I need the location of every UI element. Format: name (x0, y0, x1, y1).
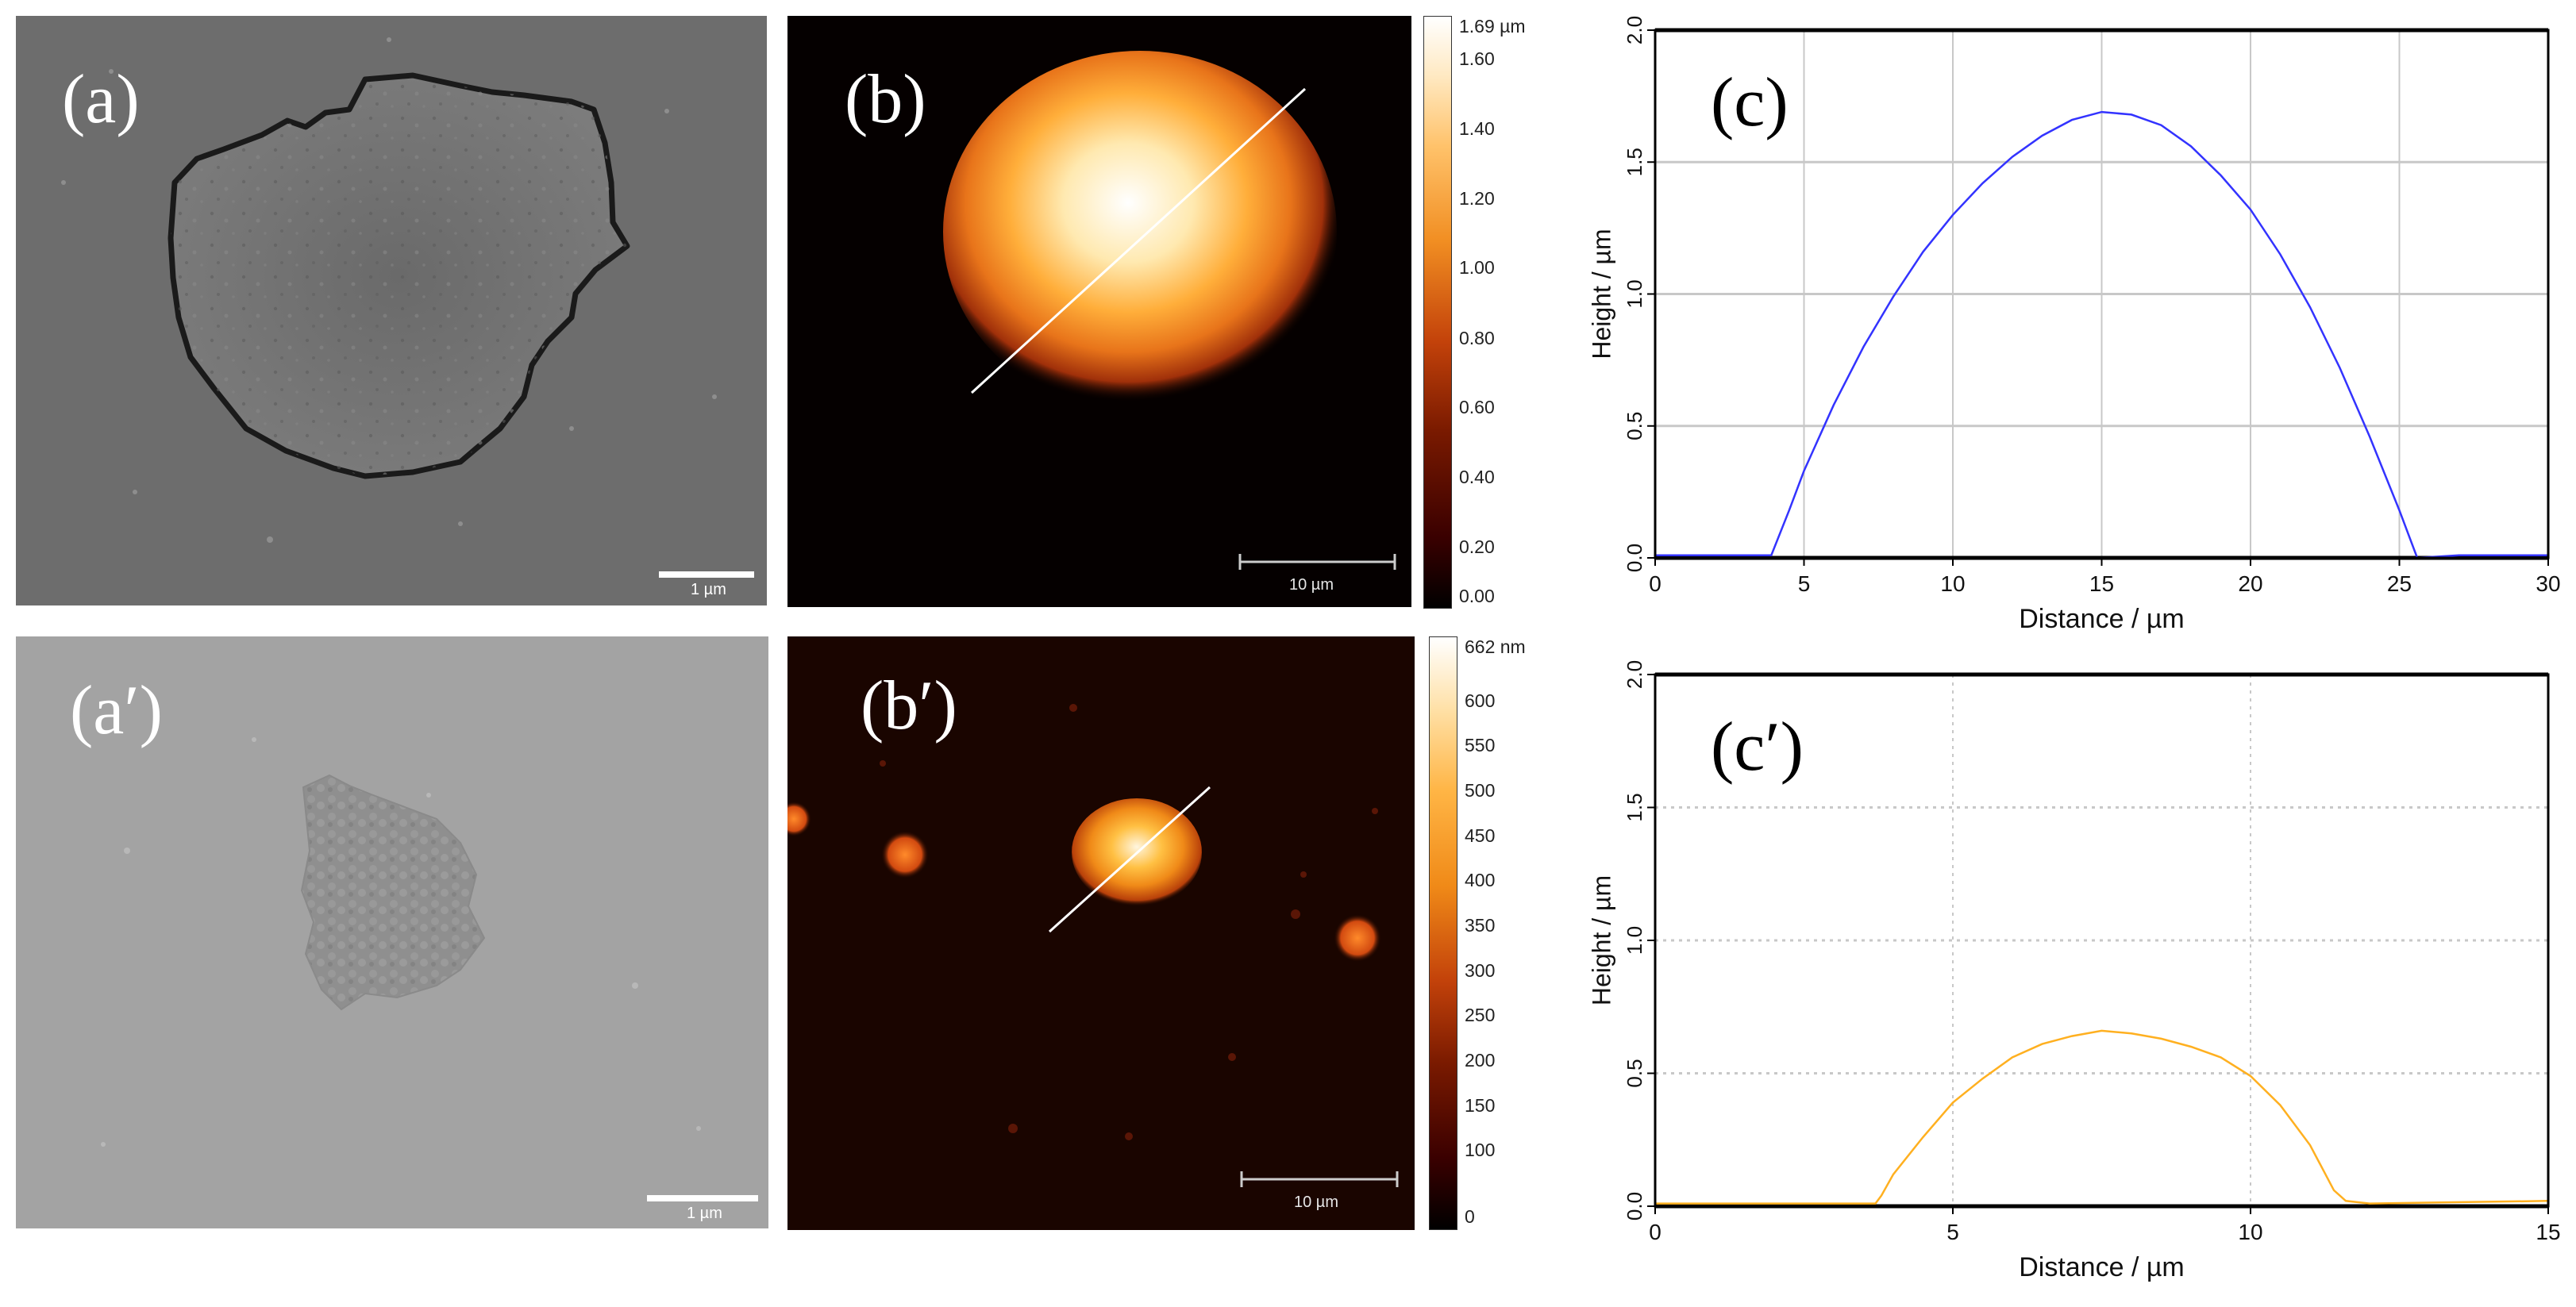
colorbar-b-prime-label: 250 (1465, 1005, 1496, 1025)
colorbar-b (1423, 16, 1452, 609)
x-tick-label: 20 (2238, 571, 2262, 596)
y-tick-label: 2.0 (1623, 660, 1646, 689)
chart-c-x-axis-label: Distance / µm (2019, 604, 2185, 634)
y-tick-label: 0.0 (1623, 544, 1646, 572)
chart-c-prime-frame (1654, 673, 2550, 1208)
colorbar-b-label: 0.00 (1459, 586, 1495, 606)
x-tick-label: 30 (2536, 571, 2560, 596)
scalebar-label-b-prime: 10 µm (1294, 1194, 1338, 1211)
y-tick-label: 1.0 (1623, 279, 1646, 308)
afm-image-b-prime: (b′) 10 µm (787, 636, 1415, 1230)
chart-c-prime-y-axis-label: Height / µm (1587, 875, 1615, 1005)
chart-c-grid (1654, 29, 2549, 559)
colorbar-b-label: 1.00 (1459, 257, 1495, 278)
colorbar-b-prime-label: 450 (1465, 825, 1496, 846)
y-tick-label: 1.5 (1623, 793, 1646, 821)
colorbar-b-prime-label: 600 (1465, 690, 1496, 711)
x-tick-label: 25 (2387, 571, 2412, 596)
colorbar-b-label: 1.20 (1459, 188, 1495, 209)
colorbar-b-label: 0.20 (1459, 536, 1495, 557)
colorbar-b-prime-label: 150 (1465, 1095, 1496, 1116)
x-tick-label: 5 (1798, 571, 1811, 596)
sem-flake-graphic (61, 37, 754, 578)
y-tick-label: 0.5 (1623, 1059, 1646, 1087)
panel-label-b-prime: (b′) (861, 667, 957, 744)
afm-image-b: (b) 10 µm (787, 16, 1411, 607)
scalebar-label-b: 10 µm (1289, 576, 1334, 594)
afm-droplet-graphic (943, 51, 1396, 570)
scalebar-label-a: 1 µm (691, 581, 726, 598)
colorbar-b-label: 0.60 (1459, 397, 1495, 417)
y-tick-label: 0.0 (1623, 1192, 1646, 1221)
x-tick-label: 15 (2089, 571, 2114, 596)
sem-residue-graphic (101, 737, 758, 1201)
x-tick-label: 10 (1940, 571, 1965, 596)
colorbar-b-prime-label: 350 (1465, 915, 1496, 936)
panel-label-b: (b) (845, 61, 926, 138)
panel-label-a: (a) (62, 61, 140, 138)
colorbar-b-prime-label: 500 (1465, 780, 1496, 801)
x-tick-label: 0 (1649, 571, 1662, 596)
colorbar-b-prime-label: 400 (1465, 870, 1496, 890)
colorbar-b-prime-label: 550 (1465, 735, 1496, 755)
afm-droplets-graphic (787, 704, 1399, 1187)
height-profile-chart-c-prime: 0 5 10 15 0.0 0.5 1.0 1.5 2.0 Distance / µm Heig… (1587, 660, 2560, 1282)
x-tick-label: 10 (2238, 1220, 2262, 1244)
sem-image-a: (a) 1 µm (16, 16, 767, 605)
chart-c-y-axis-label: Height / µm (1587, 229, 1615, 359)
colorbar-b-label: 1.40 (1459, 118, 1495, 139)
colorbar-b-label: 1.69 µm (1459, 16, 1526, 37)
panel-label-c: (c) (1711, 64, 1789, 141)
panel-label-c-prime: (c′) (1711, 709, 1804, 786)
chart-c-prime-series-line (1655, 1029, 2549, 1205)
colorbar-b-prime-label: 662 nm (1465, 636, 1526, 657)
chart-c-series-line (1655, 110, 2548, 559)
y-tick-label: 2.0 (1623, 16, 1646, 44)
colorbar-b-label: 0.40 (1459, 467, 1495, 487)
y-tick-label: 0.5 (1623, 412, 1646, 440)
chart-c-frame (1654, 29, 2550, 559)
colorbar-b-prime-label: 200 (1465, 1050, 1496, 1071)
sem-image-a-prime: (a′) 1 µm (16, 636, 768, 1228)
panel-label-a-prime: (a′) (70, 672, 163, 749)
x-tick-label: 15 (2536, 1220, 2560, 1244)
colorbar-b-prime-label: 0 (1465, 1206, 1475, 1227)
x-tick-label: 0 (1649, 1220, 1662, 1244)
colorbar-b-prime-label: 300 (1465, 960, 1496, 981)
x-tick-label: 5 (1946, 1220, 1959, 1244)
colorbar-b-label: 1.60 (1459, 48, 1495, 69)
colorbar-b-prime-label: 100 (1465, 1140, 1496, 1160)
height-profile-chart-c: 0 5 10 15 20 25 30 0.0 0.5 1.0 1.5 2.0 Distance / µ… (1587, 16, 2560, 634)
scalebar-label-a-prime: 1 µm (687, 1205, 722, 1222)
y-tick-label: 1.0 (1623, 926, 1646, 955)
colorbar-b-prime (1429, 636, 1457, 1230)
colorbar-b-label: 0.80 (1459, 328, 1495, 348)
chart-c-prime-x-axis-label: Distance / µm (2019, 1252, 2185, 1282)
y-tick-label: 1.5 (1623, 148, 1646, 176)
